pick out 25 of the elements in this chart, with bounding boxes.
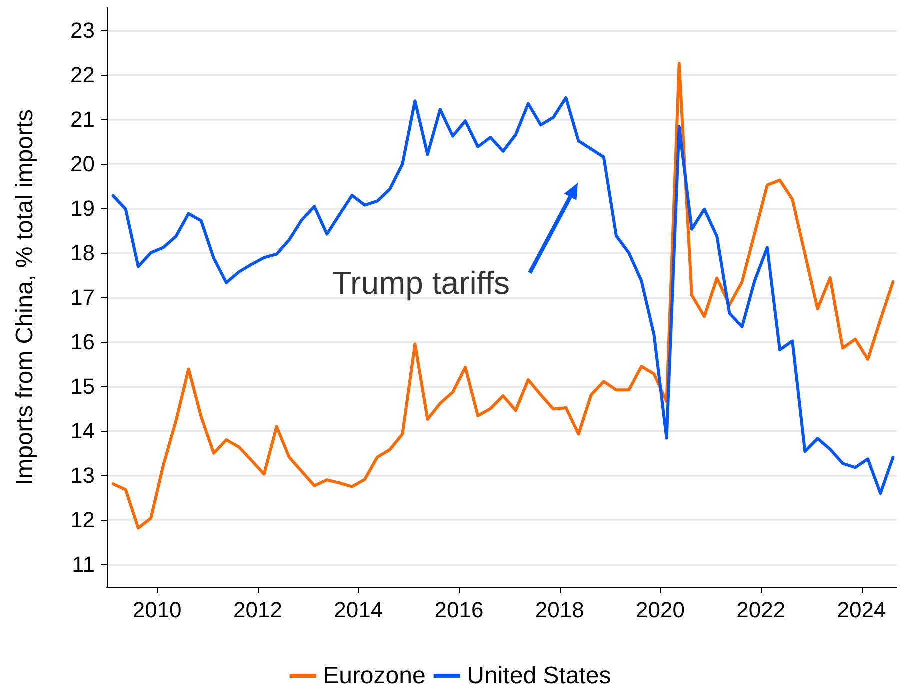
y-tick-label: 12: [70, 508, 95, 533]
legend-label: Eurozone: [323, 662, 426, 690]
annotation: Trump tariffs: [332, 265, 510, 301]
y-tick-label: 16: [70, 330, 95, 355]
y-tick-label: 22: [70, 62, 95, 88]
legend-label: United States: [467, 662, 612, 690]
y-tick-label: 13: [70, 463, 95, 488]
y-tick-label: 15: [70, 374, 95, 400]
x-tick-label: 2014: [334, 598, 384, 622]
y-tick-label: 14: [70, 418, 95, 444]
x-tick-label: 2010: [132, 598, 182, 622]
y-tick-label: 19: [70, 196, 95, 221]
x-tick-label: 2016: [434, 598, 484, 622]
y-axis-title: Imports from China, % total imports: [12, 109, 38, 486]
x-tick-label: 2020: [636, 598, 685, 622]
y-tick-label: 18: [70, 240, 95, 266]
y-tick-label: 21: [70, 106, 95, 132]
y-tick-label: 17: [70, 285, 95, 310]
y-tick-label: 23: [70, 18, 95, 43]
x-tick-label: 2022: [736, 598, 786, 622]
x-tick-label: 2024: [837, 598, 886, 622]
y-tick-label: 11: [72, 552, 95, 578]
x-tick-label: 2012: [233, 598, 282, 622]
y-tick-label: 20: [70, 151, 95, 176]
x-tick-label: 2018: [535, 598, 584, 622]
